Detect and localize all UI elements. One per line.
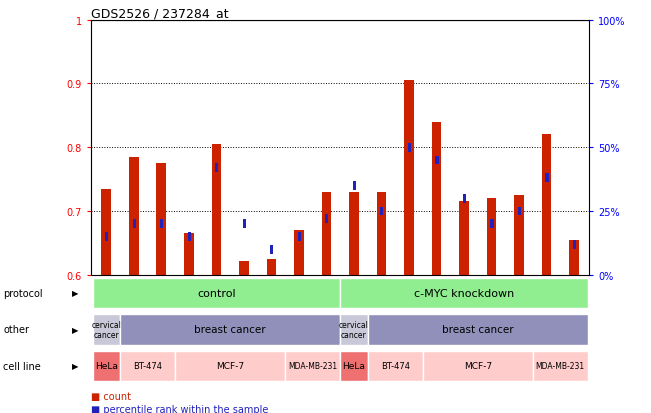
Bar — [270, 245, 273, 254]
Bar — [120, 314, 340, 345]
Bar — [546, 174, 549, 183]
Bar — [92, 278, 340, 309]
Bar — [184, 234, 193, 275]
Bar — [490, 220, 493, 229]
Bar — [129, 157, 139, 275]
Bar — [573, 240, 576, 249]
Bar — [156, 164, 166, 275]
Text: cell line: cell line — [3, 361, 41, 371]
Bar — [514, 196, 524, 275]
Bar — [105, 233, 108, 241]
Bar — [187, 233, 191, 241]
Bar — [533, 351, 588, 381]
Bar — [212, 145, 221, 275]
Text: GDS2526 / 237284_at: GDS2526 / 237284_at — [91, 7, 229, 19]
Bar — [353, 182, 356, 190]
Text: c-MYC knockdown: c-MYC knockdown — [414, 288, 514, 298]
Bar — [325, 215, 329, 223]
Text: ▶: ▶ — [72, 325, 78, 334]
Bar — [322, 192, 331, 275]
Bar — [215, 164, 218, 173]
Text: BT-474: BT-474 — [381, 361, 409, 370]
Bar — [432, 122, 441, 275]
Text: ■ count: ■ count — [91, 391, 131, 401]
Bar — [542, 135, 551, 275]
Text: cervical
cancer: cervical cancer — [339, 320, 369, 339]
Bar — [294, 230, 303, 275]
Bar — [408, 143, 411, 152]
Bar — [102, 189, 111, 275]
Text: HeLa: HeLa — [342, 361, 365, 370]
Bar — [380, 207, 383, 216]
Bar — [340, 314, 368, 345]
Text: protocol: protocol — [3, 288, 43, 298]
Text: ■ percentile rank within the sample: ■ percentile rank within the sample — [91, 404, 268, 413]
Bar — [92, 351, 120, 381]
Bar — [266, 259, 276, 275]
Bar — [92, 314, 120, 345]
Text: cervical
cancer: cervical cancer — [91, 320, 121, 339]
Bar — [422, 351, 533, 381]
Bar — [463, 194, 466, 203]
Text: breast cancer: breast cancer — [442, 325, 514, 335]
Bar — [487, 199, 496, 275]
Text: BT-474: BT-474 — [133, 361, 162, 370]
Text: MDA-MB-231: MDA-MB-231 — [288, 361, 337, 370]
Bar — [340, 278, 588, 309]
Bar — [368, 351, 422, 381]
Bar — [518, 207, 521, 216]
Text: HeLa: HeLa — [95, 361, 118, 370]
Text: MCF-7: MCF-7 — [464, 361, 492, 370]
Text: ▶: ▶ — [72, 289, 78, 298]
Text: MDA-MB-231: MDA-MB-231 — [536, 361, 585, 370]
Text: breast cancer: breast cancer — [194, 325, 266, 335]
Bar — [239, 261, 249, 275]
Bar — [404, 81, 414, 275]
Bar — [175, 351, 285, 381]
Text: ▶: ▶ — [72, 361, 78, 370]
Bar — [569, 240, 579, 275]
Bar — [459, 202, 469, 275]
Bar — [340, 351, 368, 381]
Bar — [368, 314, 588, 345]
Text: other: other — [3, 325, 29, 335]
Bar — [160, 220, 163, 229]
Bar — [285, 351, 340, 381]
Bar — [243, 220, 246, 229]
Bar — [298, 233, 301, 241]
Text: control: control — [197, 288, 236, 298]
Text: MCF-7: MCF-7 — [216, 361, 244, 370]
Bar — [133, 220, 136, 229]
Bar — [120, 351, 175, 381]
Bar — [436, 156, 439, 165]
Bar — [377, 192, 386, 275]
Bar — [349, 192, 359, 275]
